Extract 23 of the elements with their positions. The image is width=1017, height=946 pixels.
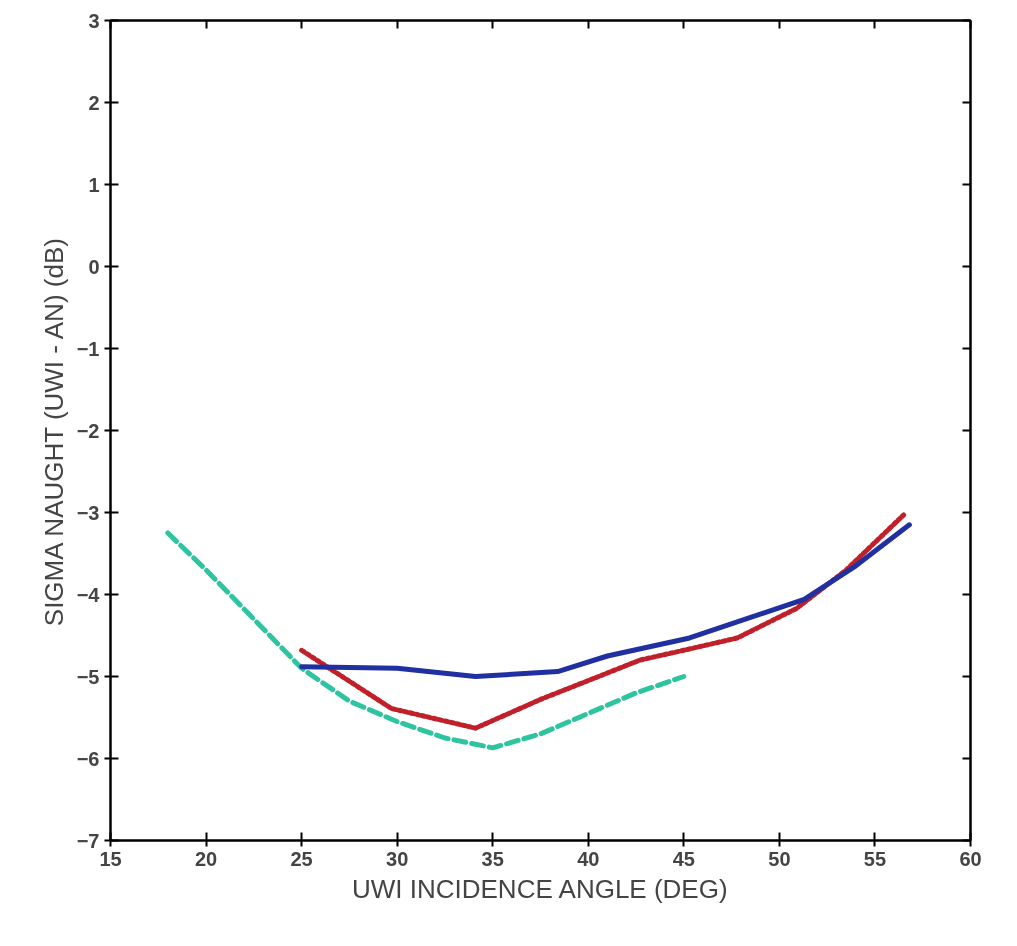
x-tick-label: 60 [959, 847, 982, 870]
y-tick-label: −1 [76, 337, 100, 360]
y-tick-label: 1 [88, 173, 100, 196]
y-tick-label: −5 [76, 665, 100, 688]
y-tick-label: −4 [76, 583, 101, 606]
x-tick-label: 40 [577, 847, 600, 870]
y-tick-label: −3 [76, 501, 100, 524]
x-tick-label: 20 [194, 847, 218, 870]
y-tick-label: −2 [76, 419, 100, 442]
x-tick-label: 35 [481, 847, 504, 870]
x-tick-label: 30 [386, 847, 409, 870]
y-axis-title: SIGMA NAUGHT (UWI - AN) (dB) [38, 238, 69, 627]
x-tick-label: 25 [290, 847, 313, 870]
x-tick-label: 55 [863, 847, 887, 870]
x-axis-title: UWI INCIDENCE ANGLE (DEG) [351, 873, 728, 904]
x-tick-label: 50 [768, 847, 791, 870]
x-tick-label: 45 [672, 847, 695, 870]
y-tick-label: −7 [76, 829, 100, 852]
y-tick-label: −6 [76, 747, 100, 770]
y-tick-label: 3 [88, 9, 100, 32]
x-tick-label: 15 [99, 847, 122, 870]
y-tick-label: 2 [88, 91, 100, 114]
y-tick-label: 0 [88, 255, 100, 278]
